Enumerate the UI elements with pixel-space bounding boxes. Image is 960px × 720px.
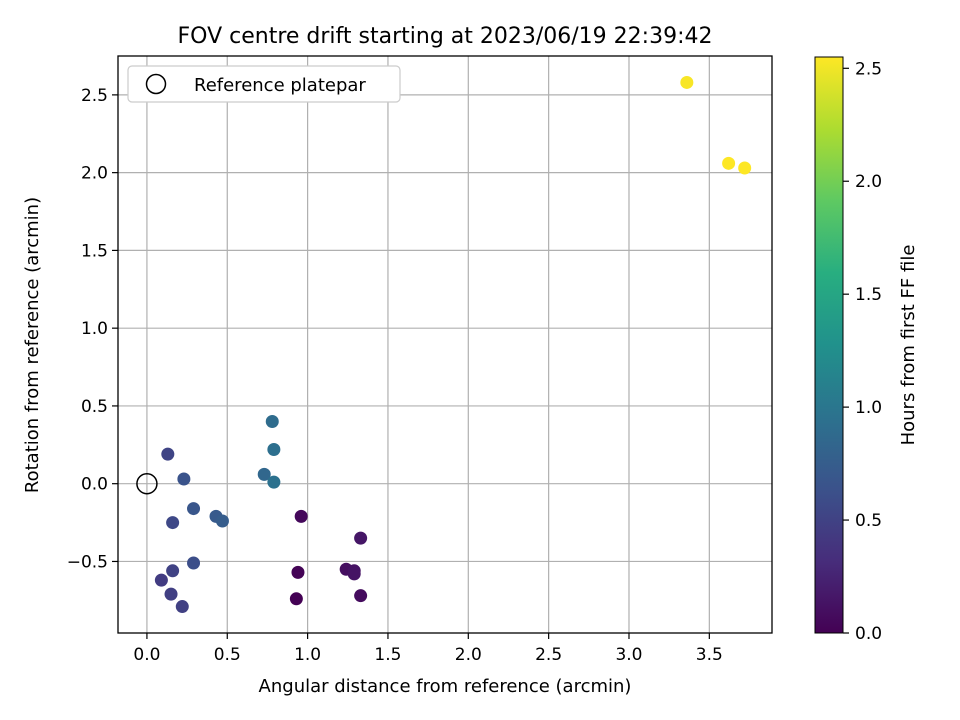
- y-tick-label: 2.5: [81, 86, 108, 106]
- x-tick-label: 1.0: [294, 645, 321, 665]
- data-point: [257, 467, 271, 481]
- legend: Reference platepar: [127, 65, 401, 103]
- x-tick-label: 1.5: [374, 645, 401, 665]
- data-point: [738, 161, 752, 175]
- x-tick-label: 2.5: [535, 645, 562, 665]
- x-tick-label: 3.0: [615, 645, 642, 665]
- colorbar-tick-label: 0.5: [855, 511, 882, 531]
- data-point: [166, 564, 180, 578]
- y-tick-label: 0.5: [81, 397, 108, 417]
- legend-marker-reference: [145, 73, 167, 95]
- colorbar: [814, 56, 844, 634]
- data-point: [177, 472, 191, 486]
- data-point: [680, 75, 694, 89]
- x-tick-label: 0.5: [214, 645, 241, 665]
- data-point: [267, 442, 281, 456]
- data-point: [354, 589, 368, 603]
- x-axis: 0.0 0.5 1.0 1.5 2.0 2.5 3.0 3.5: [133, 633, 723, 665]
- x-axis-label: Angular distance from reference (arcmin): [259, 676, 632, 697]
- data-point: [294, 509, 308, 523]
- reference-platepar-marker: [136, 472, 158, 495]
- data-point: [175, 600, 189, 614]
- data-point: [161, 447, 175, 461]
- y-tick-label: 2.0: [81, 164, 108, 184]
- y-tick-label: 1.5: [81, 241, 108, 261]
- colorbar-tick-label: 0.0: [855, 624, 882, 644]
- data-point: [187, 556, 201, 570]
- data-point: [291, 565, 305, 579]
- colorbar-label: Hours from first FF file: [898, 245, 919, 446]
- colorbar-ticks: 0.0 0.5 1.0 1.5 2.0 2.5: [843, 59, 882, 644]
- data-point: [164, 587, 178, 601]
- data-points: [136, 75, 752, 614]
- colorbar-tick-label: 1.5: [855, 285, 882, 305]
- y-tick-label: 0.0: [81, 475, 108, 495]
- x-tick-label: 3.5: [696, 645, 723, 665]
- legend-entry-reference: Reference platepar: [194, 75, 366, 96]
- data-point: [289, 592, 303, 606]
- y-tick-label: 1.0: [81, 319, 108, 339]
- data-point: [354, 531, 368, 545]
- colorbar-tick-label: 2.0: [855, 172, 882, 192]
- x-tick-label: 0.0: [133, 645, 160, 665]
- data-point: [166, 516, 180, 530]
- x-tick-label: 2.0: [455, 645, 482, 665]
- data-point: [154, 573, 168, 587]
- plot-area-frame: [117, 55, 773, 634]
- y-tick-label: −0.5: [67, 552, 108, 572]
- data-point: [265, 414, 279, 428]
- y-axis: −0.5 0.0 0.5 1.0 1.5 2.0 2.5: [67, 86, 118, 572]
- colorbar-tick-label: 2.5: [855, 59, 882, 79]
- colorbar-tick-label: 1.0: [855, 398, 882, 418]
- data-point: [187, 502, 201, 516]
- y-axis-label: Rotation from reference (arcmin): [22, 197, 43, 493]
- data-point: [347, 567, 361, 581]
- data-point: [722, 156, 736, 170]
- legend-box: [127, 65, 401, 103]
- data-point: [267, 475, 281, 489]
- chart-title: FOV centre drift starting at 2023/06/19 …: [178, 24, 713, 49]
- data-point: [215, 514, 229, 528]
- grid: [118, 56, 772, 633]
